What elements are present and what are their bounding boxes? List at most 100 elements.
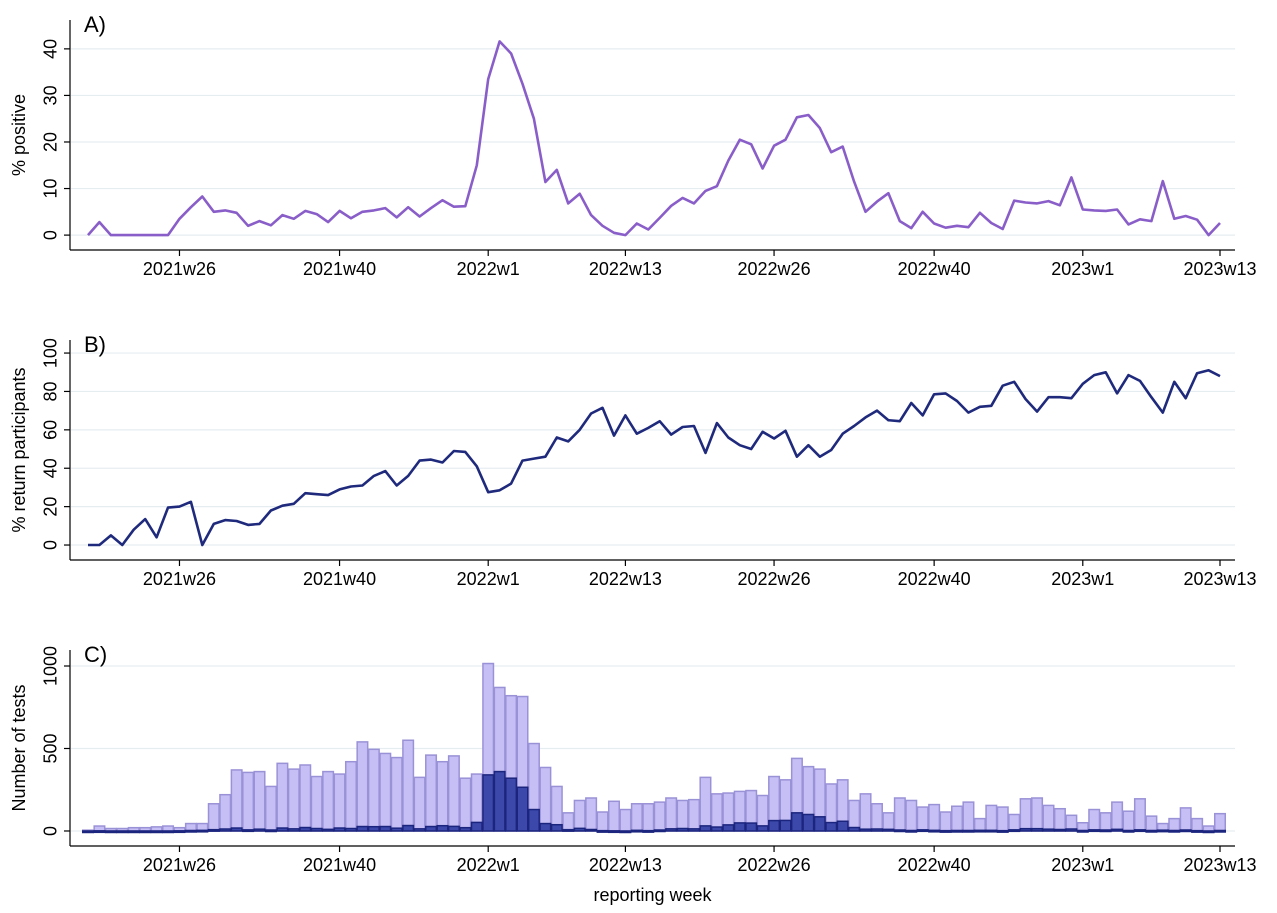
bar [939,811,952,832]
bar [1145,815,1158,832]
bar [607,830,620,834]
bar [447,825,460,832]
bar [607,800,620,832]
y-tick-label: 20 [41,132,61,152]
bar [150,830,163,834]
bar [1191,817,1204,832]
bar [425,754,438,832]
bar [630,803,643,832]
bar [653,829,666,833]
bar [379,752,392,832]
bar [573,827,586,832]
bar [230,827,243,832]
bar [242,829,255,833]
bar [1213,812,1227,832]
bar [596,811,609,832]
bar [402,824,415,832]
bar [333,827,346,832]
bar [859,828,872,832]
bar [1179,807,1192,832]
bar [848,826,861,832]
bar [310,775,323,832]
data-line [88,369,1221,547]
bar [928,829,941,833]
bar [367,748,380,832]
y-tick-label: 40 [41,39,61,59]
bar [1053,828,1066,832]
bar [928,803,941,832]
bar [1099,812,1112,832]
bar [1042,828,1055,832]
bar [173,830,186,834]
bar [390,827,403,832]
bar [310,827,323,832]
bar [1156,829,1169,833]
bar [1133,798,1146,832]
bar [516,786,529,832]
panel-label: C) [84,642,107,667]
bar [916,829,929,833]
x-tick-label: 2022w40 [898,259,971,279]
y-tick-label: 80 [41,381,61,401]
y-axis-label: % positive [9,94,29,176]
bar [722,824,735,832]
bar [893,829,906,833]
y-axis-label: Number of tests [9,684,29,811]
panel-label: A) [84,12,106,37]
bar [882,812,895,832]
x-tick-label: 2022w40 [898,855,971,875]
bar [413,828,426,832]
x-tick-label: 2022w1 [457,259,520,279]
bar [790,812,803,832]
bar [1168,817,1181,832]
bar [1031,797,1044,832]
y-tick-label: 20 [41,497,61,517]
bar [676,799,689,832]
bar [139,830,152,834]
x-tick-label: 2021w40 [303,569,376,589]
bar [344,827,357,832]
bar [104,830,117,834]
x-tick-label: 2023w1 [1051,569,1114,589]
bar [916,806,929,832]
bar [550,823,563,832]
bar [1088,808,1101,832]
x-tick-label: 2023w1 [1051,855,1114,875]
bar [710,793,723,832]
bar [630,829,643,833]
bar [951,829,964,833]
panel-label: B) [84,332,106,357]
bar [1042,804,1055,832]
x-tick-label: 2023w13 [1183,259,1256,279]
bar [859,793,872,832]
bar [162,830,175,834]
bar [184,829,197,833]
bar [1202,830,1215,834]
bar [585,828,598,832]
bar [242,771,255,832]
bar [299,764,312,832]
bar [253,828,266,832]
x-tick-label: 2023w13 [1183,569,1256,589]
bar [322,828,335,832]
bar [1191,829,1204,833]
y-tick-label: 40 [41,458,61,478]
bar [619,830,632,834]
bar [699,776,712,832]
bar [779,819,792,832]
bar [379,825,392,832]
y-tick-label: 0 [41,230,61,240]
bar [447,755,460,832]
bar [356,825,369,832]
x-tick-label: 2021w40 [303,259,376,279]
bar [642,803,655,832]
bar [493,770,506,832]
bar [264,785,277,832]
bar [1008,829,1021,833]
bar [905,829,918,833]
bar [1145,829,1158,833]
x-tick-label: 2022w26 [738,855,811,875]
bar [219,793,232,832]
